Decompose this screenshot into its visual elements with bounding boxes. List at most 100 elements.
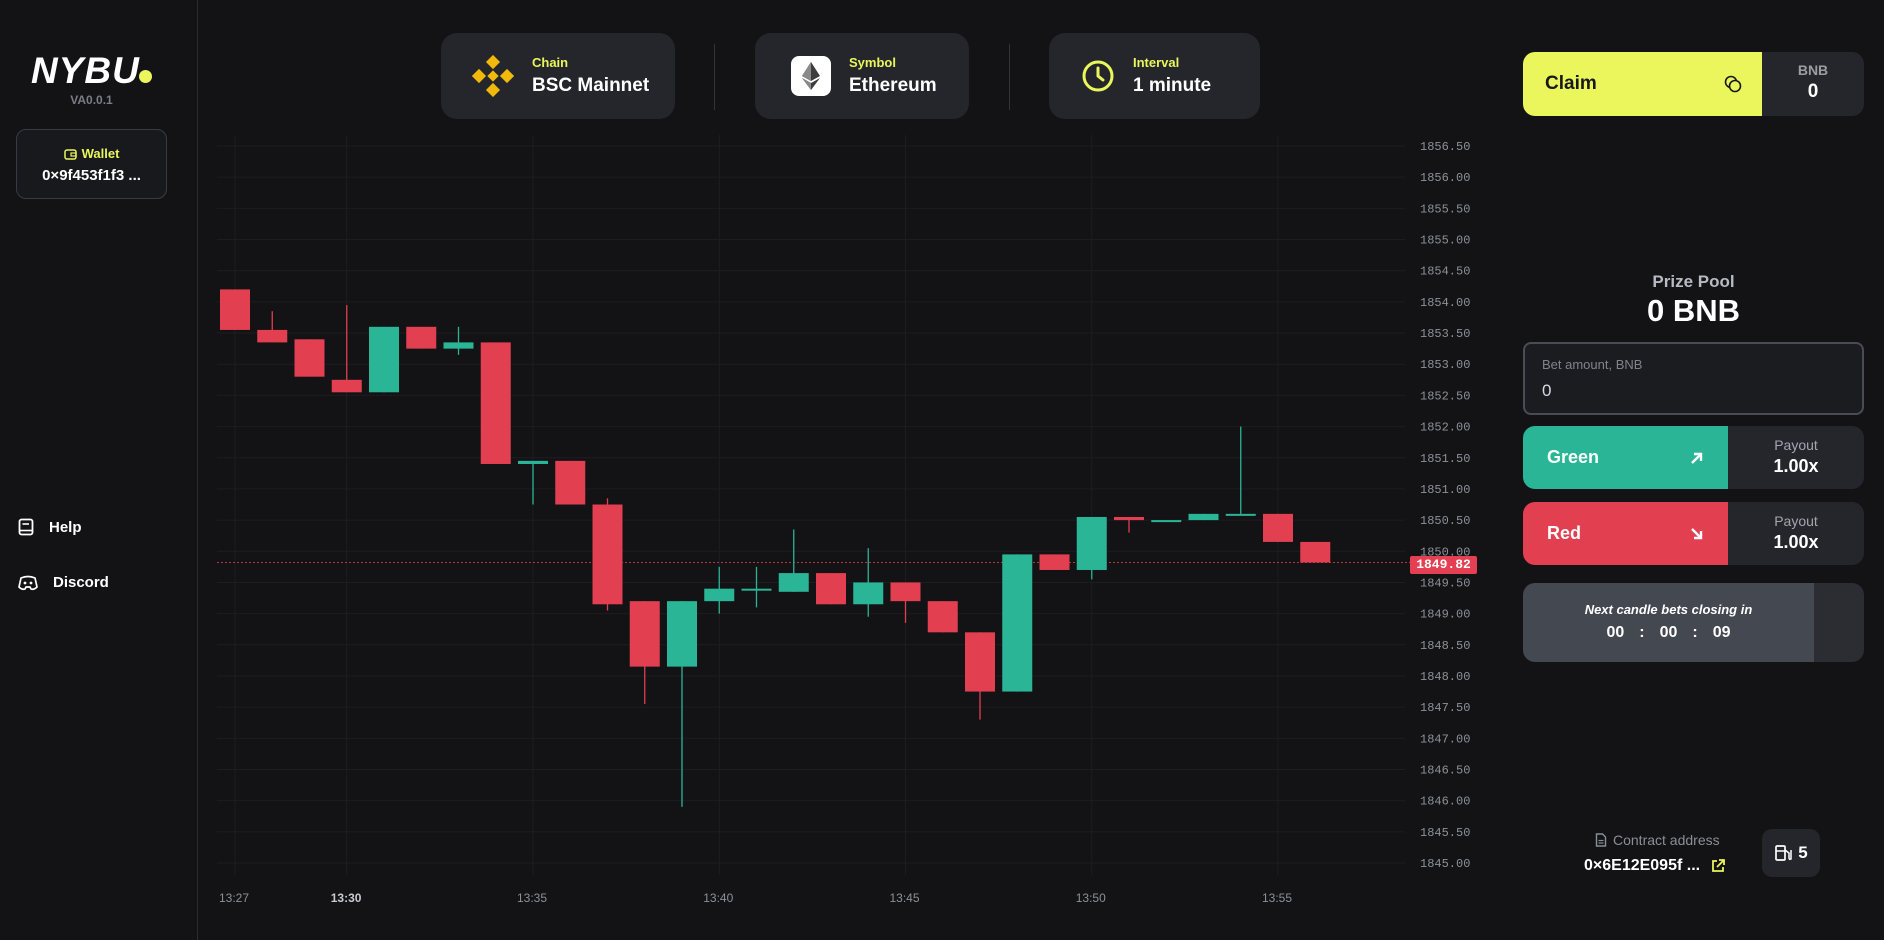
current-price-tag: 1849.82 bbox=[1410, 556, 1477, 574]
candle-body bbox=[294, 339, 325, 377]
interval-value: 1 minute bbox=[1133, 75, 1212, 96]
chain-label: Chain bbox=[532, 55, 569, 70]
symbol-selector[interactable]: Symbol Ethereum bbox=[755, 33, 969, 119]
countdown-separator: : bbox=[1639, 624, 1645, 641]
contract-label-text: Contract address bbox=[1613, 832, 1720, 848]
candle-body bbox=[1114, 516, 1144, 521]
gas-indicator: 5 bbox=[1762, 829, 1820, 877]
chain-value: BSC Mainnet bbox=[532, 75, 650, 96]
y-tick-label: 1852.50 bbox=[1420, 389, 1470, 403]
payout-label: Payout bbox=[1774, 513, 1818, 529]
y-tick-label: 1856.50 bbox=[1420, 140, 1470, 154]
bnb-value: 0 bbox=[1807, 81, 1819, 102]
sidebar-item-label: Discord bbox=[53, 574, 109, 591]
y-tick-label: 1855.50 bbox=[1420, 202, 1470, 216]
wallet-label: Wallet bbox=[81, 146, 120, 161]
divider bbox=[714, 44, 715, 110]
contract-address-value: 0×6E12E095f ... bbox=[1584, 857, 1701, 874]
candle-body bbox=[1263, 513, 1293, 542]
y-tick-label: 1851.00 bbox=[1420, 483, 1470, 497]
bet-amount-input[interactable] bbox=[1542, 381, 1842, 401]
claim-button[interactable]: Claim bbox=[1523, 52, 1762, 116]
y-tick-label: 1849.00 bbox=[1420, 608, 1470, 622]
countdown-hours: 00 bbox=[1606, 624, 1625, 641]
candle-body bbox=[965, 632, 995, 692]
x-tick-label: 13:50 bbox=[1076, 891, 1106, 905]
countdown-separator: : bbox=[1692, 624, 1698, 641]
contract-label: Contract address bbox=[1595, 832, 1720, 848]
y-tick-label: 1848.00 bbox=[1420, 670, 1470, 684]
logo-dot bbox=[139, 70, 152, 83]
countdown-seconds: 09 bbox=[1712, 624, 1731, 641]
chain-selector[interactable]: Chain BSC Mainnet bbox=[441, 33, 675, 119]
candle-body bbox=[518, 460, 548, 464]
candlestick-chart: 1856.50 1856.00 1855.50 1855.00 1854.50 1854.… bbox=[217, 135, 1470, 905]
y-tick-label: 1853.00 bbox=[1420, 358, 1470, 372]
wallet-button[interactable]: Wallet 0×9f453f1f3 ... bbox=[16, 129, 167, 199]
price-chart[interactable]: 1856.50 1856.00 1855.50 1855.00 1854.50 1854.… bbox=[205, 135, 1485, 915]
countdown-minutes: 00 bbox=[1659, 624, 1678, 641]
gas-pump-icon bbox=[1775, 845, 1793, 861]
countdown-timer: 00 : 00 : 09 bbox=[1523, 624, 1814, 642]
symbol-label: Symbol bbox=[849, 55, 896, 70]
arrow-down-right-icon bbox=[1691, 527, 1703, 539]
red-payout: Payout 1.00x bbox=[1728, 502, 1864, 565]
x-tick-label: 13:40 bbox=[703, 891, 733, 905]
y-tick-label: 1847.00 bbox=[1420, 732, 1470, 746]
y-tick-label: 1851.50 bbox=[1420, 452, 1470, 466]
x-tick-label: 13:35 bbox=[517, 891, 547, 905]
y-tick-label: 1850.50 bbox=[1420, 514, 1470, 528]
candle-body bbox=[480, 342, 511, 464]
x-tick-label: 13:30 bbox=[331, 891, 362, 905]
candle-body bbox=[592, 504, 623, 605]
contract-address[interactable]: 0×6E12E095f ... bbox=[1584, 857, 1726, 875]
wallet-address: 0×9f453f1f3 ... bbox=[42, 167, 141, 184]
symbol-value: Ethereum bbox=[849, 75, 937, 96]
candle-body bbox=[220, 289, 250, 330]
divider bbox=[1009, 44, 1010, 110]
candle-body bbox=[1002, 554, 1033, 692]
bnb-label: BNB bbox=[1797, 62, 1829, 78]
y-tick-label: 1848.50 bbox=[1420, 639, 1470, 653]
external-link-icon[interactable] bbox=[1710, 858, 1726, 874]
candle-body bbox=[853, 582, 884, 605]
y-tick-label: 1856.00 bbox=[1420, 171, 1470, 185]
sidebar-item-help[interactable]: Help bbox=[18, 518, 82, 536]
coins-icon bbox=[1724, 75, 1742, 93]
y-tick-label: 1855.00 bbox=[1420, 234, 1470, 248]
sidebar-item-discord[interactable]: Discord bbox=[18, 574, 109, 591]
green-button[interactable]: Green bbox=[1523, 426, 1728, 489]
candle-body bbox=[1188, 513, 1219, 521]
y-tick-label: 1845.50 bbox=[1420, 826, 1470, 840]
discord-icon bbox=[18, 575, 38, 590]
countdown-progress-track bbox=[1814, 583, 1864, 662]
version-label: VA0.0.1 bbox=[70, 93, 113, 107]
candle-body bbox=[257, 329, 288, 343]
y-tick-label: 1854.00 bbox=[1420, 296, 1470, 310]
red-button[interactable]: Red bbox=[1523, 502, 1728, 565]
y-tick-label: 1846.00 bbox=[1420, 795, 1470, 809]
candle-body bbox=[667, 601, 697, 667]
candle-body bbox=[890, 582, 921, 602]
clock-icon bbox=[1082, 60, 1114, 92]
book-icon bbox=[18, 518, 34, 536]
interval-label: Interval bbox=[1133, 55, 1180, 70]
candle-body bbox=[1076, 516, 1107, 570]
bet-amount-field[interactable]: Bet amount, BNB bbox=[1523, 342, 1864, 415]
candle-body bbox=[1039, 554, 1070, 570]
bnb-balance: BNB 0 bbox=[1762, 52, 1864, 116]
interval-selector[interactable]: Interval 1 minute bbox=[1049, 33, 1260, 119]
payout-label: Payout bbox=[1774, 437, 1818, 453]
candle-body bbox=[629, 601, 660, 667]
candle-body bbox=[1300, 541, 1331, 563]
y-tick-label: 1849.50 bbox=[1420, 576, 1470, 590]
countdown-title: Next candle bets closing in bbox=[1584, 602, 1753, 617]
binance-icon bbox=[472, 55, 514, 97]
sidebar: NYBU VA0.0.1 Wallet 0×9f453f1f3 ... Help… bbox=[0, 0, 198, 940]
gas-value: 5 bbox=[1798, 843, 1808, 862]
x-tick-label: 13:55 bbox=[1262, 891, 1292, 905]
x-tick-label: 13:45 bbox=[890, 891, 920, 905]
candle-body bbox=[1225, 513, 1256, 516]
y-tick-label: 1853.50 bbox=[1420, 327, 1470, 341]
y-tick-label: 1845.00 bbox=[1420, 857, 1470, 871]
